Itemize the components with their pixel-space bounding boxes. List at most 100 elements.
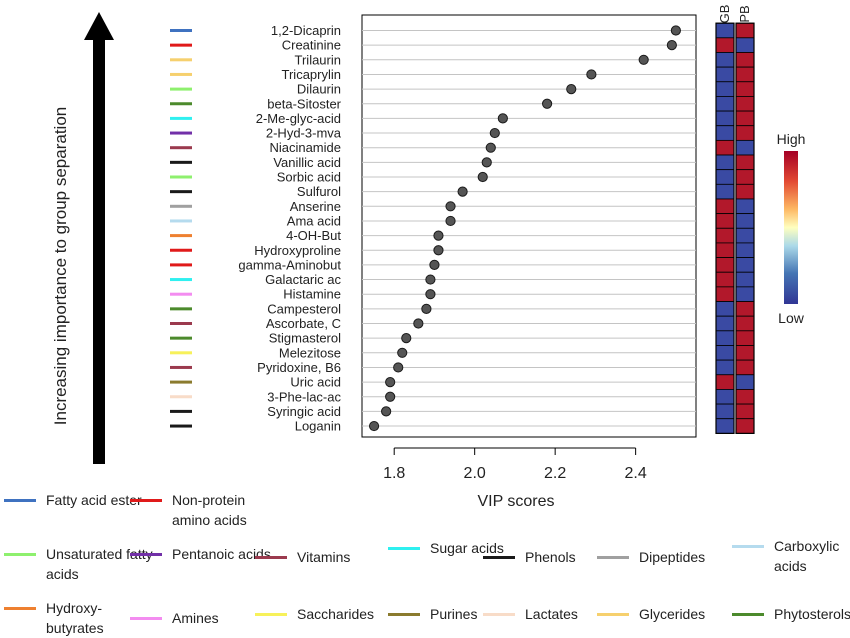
heatmap-cell: [735, 37, 755, 53]
class-swatch: [170, 248, 192, 252]
x-axis-title: VIP scores: [477, 493, 554, 510]
class-swatch: [170, 131, 192, 135]
metabolite-label: gamma-Aminobut: [238, 257, 341, 272]
legend-label: Carboxylic acids: [774, 538, 840, 574]
vip-point: [385, 377, 396, 388]
legend-swatch: [4, 607, 36, 610]
vip-point: [433, 245, 444, 256]
vip-point: [413, 318, 424, 329]
vip-point: [638, 54, 649, 65]
metabolite-label: Campesterol: [267, 301, 341, 316]
heatmap-cell: [715, 301, 735, 317]
vip-points: [368, 25, 681, 432]
heatmap-cell: [715, 227, 735, 244]
vip-point: [421, 303, 432, 314]
heatmap-cell: [735, 301, 755, 317]
vip-point: [477, 171, 488, 183]
class-swatch: [170, 219, 192, 223]
heatmap-cell: [735, 96, 755, 112]
heatmap-column-label: PB: [737, 5, 752, 22]
legend-swatch: [732, 613, 764, 616]
heatmap-cell: [715, 213, 735, 229]
metabolite-label: 1,2-Dicaprin: [271, 23, 341, 38]
class-swatch: [170, 336, 192, 340]
metabolite-label: Hydroxyproline: [254, 243, 341, 258]
metabolite-label: Anserine: [290, 199, 341, 214]
class-swatch: [170, 102, 192, 106]
legend-swatch: [255, 556, 287, 559]
heatmap-cell: [715, 345, 735, 361]
arrow-shaft: [93, 38, 105, 464]
heatmap-cell: [735, 139, 755, 156]
metabolite-label: 4-OH-But: [286, 228, 341, 243]
metabolite-label: Sorbic acid: [277, 170, 341, 185]
legend-swatch: [4, 499, 36, 502]
heatmap-cell: [735, 66, 755, 83]
legend-swatch: [388, 613, 420, 616]
heatmap-cell: [735, 257, 755, 273]
legend-item: Sugar acids: [388, 538, 540, 558]
metabolite-label: Stigmasterol: [269, 331, 341, 346]
heatmap-cell: [735, 169, 755, 185]
heatmap-cell: [735, 359, 755, 376]
legend-label: Amines: [172, 610, 219, 626]
heatmap-cell: [735, 154, 755, 171]
class-swatch: [170, 72, 192, 76]
heatmap-cell: [735, 403, 755, 420]
heatmap-cell: [715, 154, 735, 171]
group-heatmap: GB PB: [715, 5, 755, 434]
heatmap-cell: [715, 52, 735, 68]
vip-point: [497, 113, 508, 124]
legend-label: Non-protein amino acids: [172, 492, 247, 528]
heatmap-cell: [735, 81, 755, 97]
heatmap-cell: [735, 389, 755, 405]
vip-point: [489, 127, 500, 139]
vip-point: [485, 142, 496, 153]
class-swatch: [170, 58, 192, 62]
class-swatch: [170, 278, 192, 282]
vip-point: [393, 362, 404, 373]
heatmap-cell: [735, 315, 755, 332]
class-swatch: [170, 365, 192, 369]
heatmap-cell: [715, 286, 735, 302]
legend-label: Pentanoic acids: [172, 546, 271, 562]
heatmap-cell: [715, 359, 735, 376]
metabolite-label: Sulfurol: [297, 184, 341, 199]
x-tick-label: 2.2: [544, 465, 566, 482]
vip-point: [666, 40, 677, 51]
legend-swatch: [130, 617, 162, 620]
class-swatch: [170, 190, 192, 194]
vip-point: [586, 69, 597, 80]
class-swatch: [170, 175, 192, 179]
heatmap-cell: [715, 81, 735, 97]
heatmap-cell: [735, 345, 755, 361]
metabolite-label: Creatinine: [282, 38, 341, 53]
heatmap-cell: [735, 22, 755, 39]
legend-label: Hydroxy-butyrates: [46, 600, 104, 636]
legend-swatch: [130, 553, 162, 556]
heatmap-cell: [715, 37, 735, 53]
heatmap-column-frame: [735, 22, 755, 434]
legend-swatch: [388, 547, 420, 550]
legend-label: Phytosterols: [774, 606, 850, 622]
metabolite-label: Histamine: [283, 287, 341, 302]
legend-item: Dipeptides: [597, 547, 719, 567]
class-swatch: [170, 116, 192, 120]
heatmap-cell: [735, 418, 755, 434]
class-legend: Fatty acid ester Non-protein amino acids U…: [0, 470, 850, 636]
vip-point: [381, 406, 392, 417]
legend-label: Vitamins: [297, 549, 351, 565]
vip-point: [368, 420, 380, 432]
heatmap-cell: [715, 418, 735, 434]
importance-arrow: Increasing importance to group separatio…: [51, 12, 114, 464]
metabolite-label: 2-Me-glyc-acid: [256, 111, 341, 126]
heatmap-cell: [715, 271, 735, 288]
x-tick-label: 2.0: [464, 465, 486, 482]
color-scale: High Low: [777, 131, 806, 326]
vip-point: [481, 157, 492, 168]
legend-item: Phytosterols: [732, 604, 850, 624]
legend-item: Unsaturated fatty acids: [4, 544, 156, 584]
legend-item: Phenols: [483, 547, 605, 567]
metabolite-label: Ama acid: [287, 213, 341, 228]
heatmap-cell: [715, 242, 735, 258]
